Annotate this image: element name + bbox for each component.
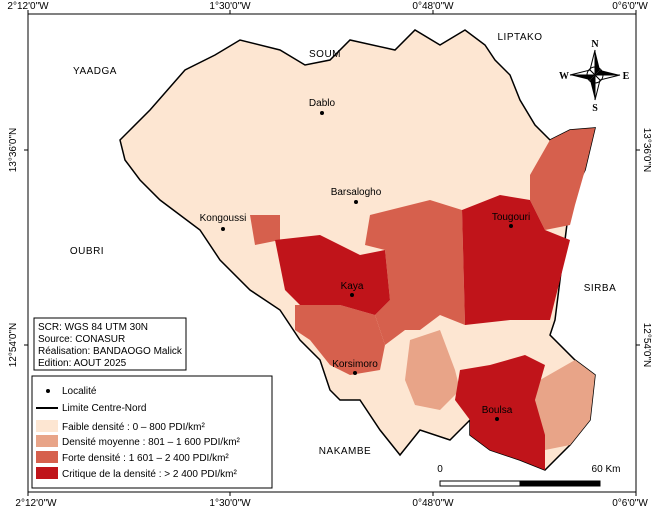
graticule-labels: 2°12'0"W 1°30'0"W 0°48'0"W 0°6'0"W 2°12'… bbox=[7, 1, 652, 509]
info-line: SCR: WGS 84 UTM 30N bbox=[38, 322, 148, 333]
town-label: Dablo bbox=[309, 98, 336, 109]
town-label: Kaya bbox=[341, 281, 364, 292]
grat-top: 0°48'0"W bbox=[412, 1, 454, 12]
grat-right: 12°54'0"N bbox=[641, 323, 652, 368]
grat-bottom: 1°30'0"W bbox=[209, 498, 251, 509]
centre-nord-boundary bbox=[119, 29, 596, 471]
compass-w: W bbox=[559, 71, 569, 82]
legend-symbol bbox=[46, 389, 50, 393]
region-label: OUBRI bbox=[70, 246, 104, 257]
town-label: Tougouri bbox=[492, 212, 530, 223]
info-line: Réalisation: BANDAOGO Malick bbox=[38, 346, 183, 357]
legend-label: Critique de la densité : > 2 400 PDI/km² bbox=[62, 469, 237, 480]
legend-label: Localité bbox=[62, 386, 97, 397]
town-label: Boulsa bbox=[482, 405, 513, 416]
compass-s: S bbox=[592, 103, 598, 114]
region-label: NAKAMBE bbox=[319, 446, 371, 457]
compass-n: N bbox=[591, 39, 599, 50]
town-label: Barsalogho bbox=[331, 187, 382, 198]
legend-box bbox=[31, 375, 273, 489]
compass-e: E bbox=[623, 71, 630, 82]
legend-symbol bbox=[36, 451, 58, 463]
region-label: SOUM bbox=[309, 49, 341, 60]
legend-symbol bbox=[36, 467, 58, 479]
moyenne-zones bbox=[405, 330, 595, 450]
scale-bar bbox=[439, 480, 601, 487]
region-label: LIPTAKO bbox=[498, 32, 543, 43]
info-line: Source: CONASUR bbox=[38, 334, 125, 345]
grat-bottom: 0°6'0"W bbox=[612, 498, 648, 509]
graticule-ticks bbox=[24, 10, 640, 496]
region-label: SIRBA bbox=[584, 283, 617, 294]
grat-top: 0°6'0"W bbox=[612, 1, 648, 12]
legend-label: Densité moyenne : 801 – 1 600 PDI/km² bbox=[62, 437, 241, 448]
grat-bottom: 0°48'0"W bbox=[412, 498, 454, 509]
legend-label: Forte densité : 1 601 – 2 400 PDI/km² bbox=[62, 453, 229, 464]
town-label: Kongoussi bbox=[200, 213, 247, 224]
legend-symbol bbox=[36, 420, 58, 432]
grat-left: 13°36'0"N bbox=[8, 128, 19, 173]
scale-label: 0 bbox=[437, 464, 443, 475]
info-box bbox=[33, 317, 187, 371]
north-arrow: N S E W bbox=[559, 39, 630, 114]
region-label: YAADGA bbox=[73, 66, 117, 77]
grat-right: 13°36'0"N bbox=[641, 128, 652, 173]
grat-top: 1°30'0"W bbox=[209, 1, 251, 12]
grat-bottom: 2°12'0"W bbox=[15, 498, 57, 509]
forte-zones bbox=[250, 128, 595, 375]
info-line: Edition: AOUT 2025 bbox=[38, 358, 127, 369]
grat-left: 12°54'0"N bbox=[8, 323, 19, 368]
town-label: Korsimoro bbox=[332, 359, 378, 370]
legend-symbol bbox=[36, 435, 58, 447]
legend-label: Faible densité : 0 – 800 PDI/km² bbox=[62, 422, 206, 433]
scale-label: 60 Km bbox=[592, 464, 621, 475]
legend-label: Limite Centre-Nord bbox=[62, 403, 146, 414]
town-points bbox=[221, 111, 513, 421]
critique-zones bbox=[275, 195, 570, 470]
grat-top: 2°12'0"W bbox=[7, 1, 49, 12]
